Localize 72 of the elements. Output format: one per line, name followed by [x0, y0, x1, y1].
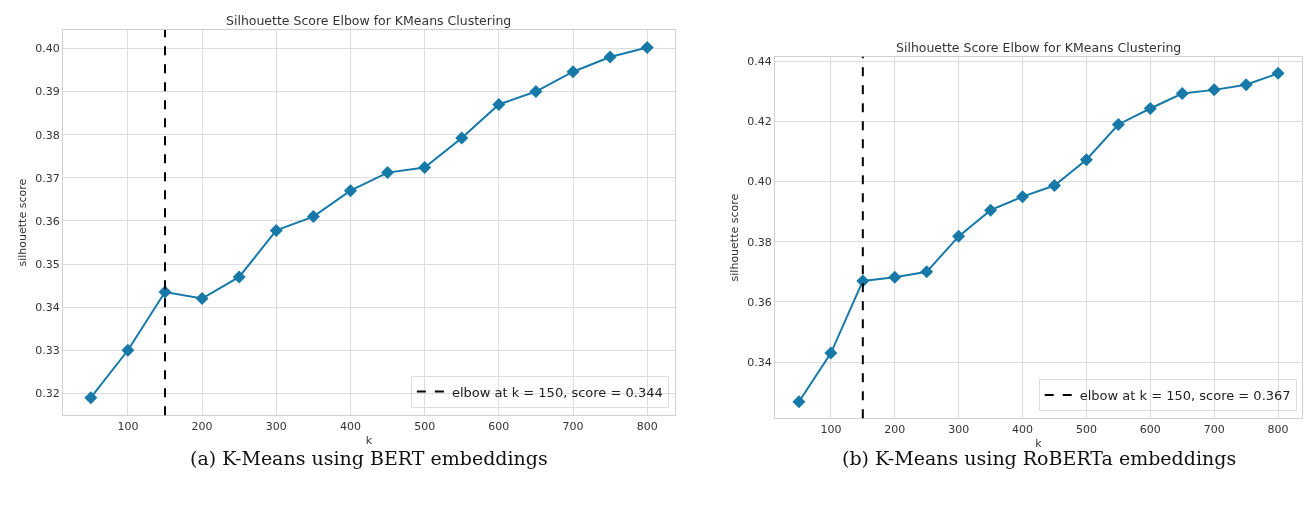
point: [1143, 102, 1157, 116]
point: [1079, 153, 1093, 167]
point: [492, 97, 506, 111]
point: [824, 346, 838, 360]
y-tick-label: 0.38: [35, 128, 60, 142]
x-tick-label: 200: [884, 422, 906, 436]
x-tick-label: 500: [414, 419, 436, 433]
x-tick-label: 300: [948, 422, 970, 436]
ref-line-label: elbow at k = 150, score = 0.344: [451, 384, 663, 400]
y-tick-label: 0.38: [747, 235, 772, 249]
y-tick-label: 0.33: [35, 344, 60, 358]
point: [455, 131, 469, 145]
x-tick-label: 500: [1075, 422, 1097, 436]
x-tick-label: 400: [1012, 422, 1034, 436]
y-tick-label: 0.39: [35, 85, 60, 99]
y-tick-label: 0.34: [35, 300, 60, 314]
x-tick-label: 800: [1267, 422, 1289, 436]
point: [84, 391, 98, 405]
chart-title: Silhouette Score Elbow for KMeans Clustering: [896, 40, 1182, 55]
point: [195, 292, 209, 306]
y-tick-label: 0.34: [747, 355, 772, 369]
point: [381, 166, 395, 180]
point: [640, 41, 654, 55]
point: [269, 223, 283, 237]
point: [343, 184, 357, 198]
point: [1271, 66, 1285, 80]
y-tick-label: 0.36: [35, 214, 60, 228]
y-tick-label: 0.35: [35, 257, 60, 271]
point: [603, 50, 617, 64]
point: [418, 160, 432, 174]
point: [1016, 190, 1030, 204]
point: [920, 265, 934, 279]
text: (b) K-Means using RoBERTa embeddings: [842, 447, 1237, 469]
x-tick-label: 400: [339, 419, 361, 433]
point: [529, 85, 543, 99]
point: [1047, 179, 1061, 193]
y-tick-label: 0.37: [35, 171, 60, 185]
point: [1111, 117, 1125, 131]
ref-line-label: elbow at k = 150, score = 0.367: [1079, 388, 1291, 404]
x-tick-label: 700: [562, 419, 584, 433]
x-tick-label: 600: [1139, 422, 1161, 436]
point: [566, 65, 580, 79]
x-tick-label: 200: [191, 419, 213, 433]
chart-title: Silhouette Score Elbow for KMeans Clustering: [226, 13, 512, 28]
x-tick-label: 700: [1203, 422, 1225, 436]
point: [232, 270, 246, 284]
x-axis-title: k: [1035, 436, 1043, 450]
x-axis-title: k: [365, 433, 373, 447]
text: (a) K-Means using BERT embeddings: [190, 447, 548, 469]
y-tick-label: 0.40: [35, 42, 60, 56]
point: [1239, 78, 1253, 92]
y-tick-label: 0.36: [747, 295, 772, 309]
y-tick-label: 0.40: [747, 175, 772, 189]
x-tick-label: 300: [265, 419, 287, 433]
point: [121, 343, 135, 357]
point: [984, 203, 998, 217]
x-tick-label: 100: [117, 419, 139, 433]
x-tick-label: 100: [820, 422, 842, 436]
point: [158, 285, 172, 299]
y-tick-label: 0.44: [747, 55, 772, 69]
point: [1175, 86, 1189, 100]
y-tick-label: 0.42: [747, 115, 772, 129]
y-tick-label: 0.32: [35, 387, 60, 401]
x-tick-label: 800: [636, 419, 658, 433]
point: [1207, 83, 1221, 97]
point: [952, 229, 966, 243]
point: [888, 270, 902, 284]
x-tick-label: 600: [488, 419, 510, 433]
y-axis-title: silhouette score: [727, 193, 741, 282]
point: [792, 395, 806, 409]
y-axis-title: silhouette score: [15, 178, 29, 267]
point: [306, 210, 320, 224]
